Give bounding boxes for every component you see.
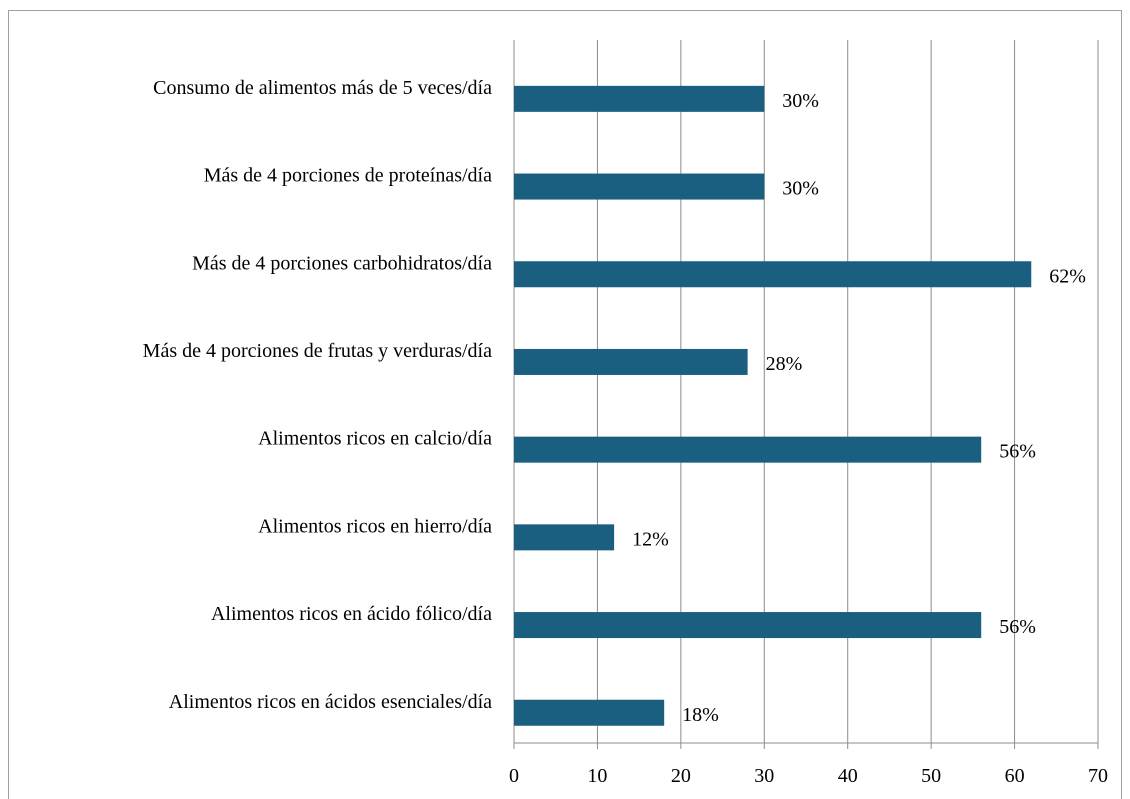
x-tick-label: 50	[921, 765, 941, 787]
value-label: 28%	[766, 353, 803, 375]
bar	[514, 612, 982, 639]
value-label: 56%	[999, 616, 1036, 638]
bar	[514, 85, 765, 112]
x-tick-label: 70	[1088, 765, 1108, 787]
x-tick-label: 40	[838, 765, 858, 787]
category-label: Más de 4 porciones carbohidratos/día	[192, 252, 492, 274]
value-label: 12%	[632, 528, 669, 550]
value-label: 30%	[782, 178, 819, 200]
x-tick-label: 30	[754, 765, 774, 787]
bar	[514, 524, 615, 551]
bar	[514, 699, 665, 726]
category-label: Más de 4 porciones de frutas y verduras/…	[143, 340, 492, 362]
x-tick-label: 0	[509, 765, 519, 787]
bar	[514, 173, 765, 200]
chart-frame	[8, 10, 1122, 799]
x-tick-label: 60	[1005, 765, 1025, 787]
category-label: Alimentos ricos en hierro/día	[258, 515, 492, 537]
x-tick-label: 10	[587, 765, 607, 787]
bar	[514, 348, 748, 375]
value-label: 30%	[782, 90, 819, 112]
value-label: 62%	[1049, 265, 1086, 287]
value-label: 18%	[682, 704, 719, 726]
x-tick-label: 20	[671, 765, 691, 787]
value-label: 56%	[999, 441, 1036, 463]
category-label: Alimentos ricos en calcio/día	[258, 428, 492, 450]
category-label: Más de 4 porciones de proteínas/día	[204, 165, 492, 187]
category-label: Alimentos ricos en ácidos esenciales/día	[169, 691, 492, 713]
bar	[514, 261, 1032, 288]
bar	[514, 436, 982, 463]
category-label: Alimentos ricos en ácido fólico/día	[211, 603, 492, 625]
category-label: Consumo de alimentos más de 5 veces/día	[153, 77, 492, 99]
